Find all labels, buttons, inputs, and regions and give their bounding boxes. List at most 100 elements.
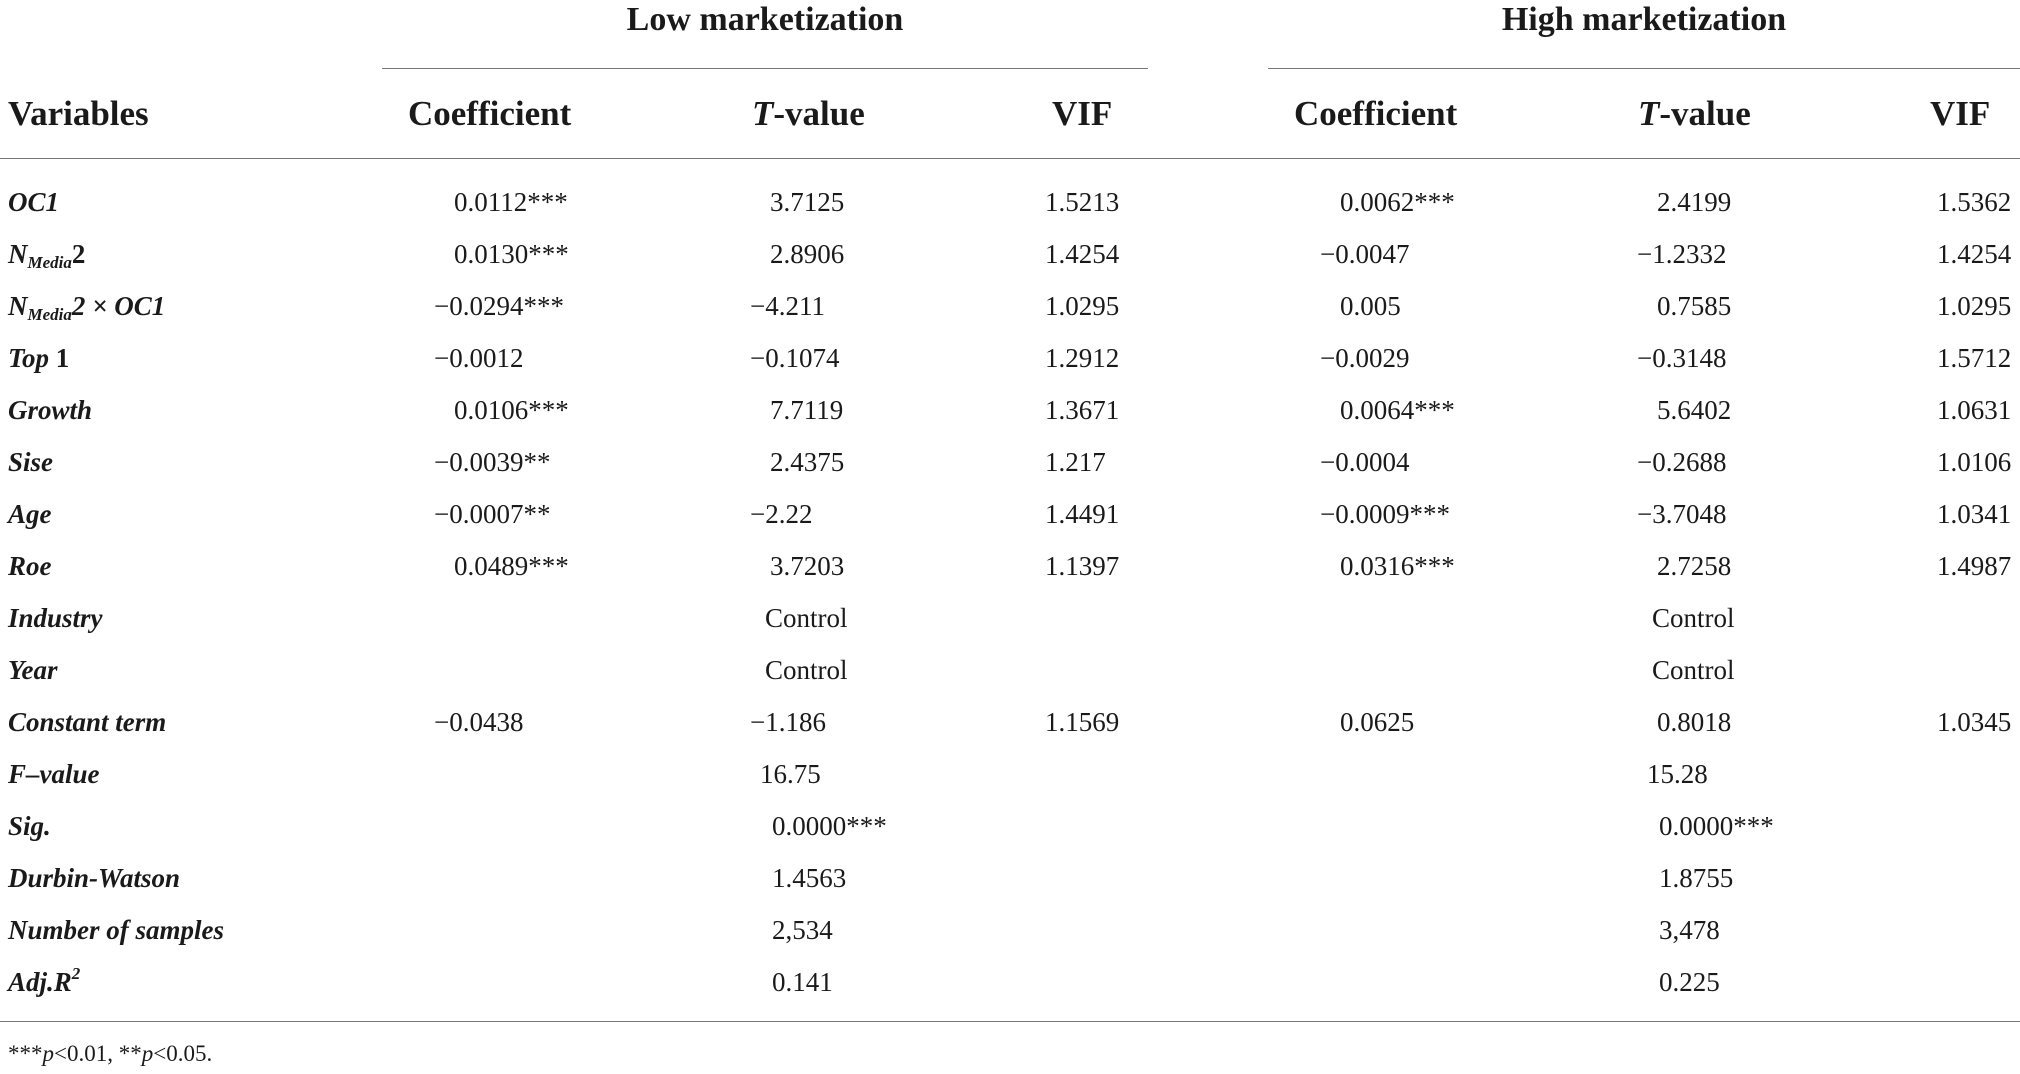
low-summary-value: 0.0000*** bbox=[772, 811, 887, 841]
footnote-stars-2: ** bbox=[118, 1041, 142, 1066]
table-row: Industry Control Control bbox=[0, 592, 2020, 644]
label-main: Adj.R bbox=[8, 967, 72, 997]
high-summary-value: 15.28 bbox=[1647, 759, 1708, 789]
high-vif: 1.0295 bbox=[1937, 291, 2012, 321]
table-row: Durbin-Watson 1.4563 1.8755 bbox=[0, 852, 2020, 904]
label-main: N bbox=[8, 291, 28, 321]
label-main: N bbox=[8, 239, 28, 269]
header-coefficient-low: Coefficient bbox=[408, 94, 572, 133]
table-row: OC1 0.0112*** 3.7125 1.5213 0.0062*** 2.… bbox=[0, 176, 2020, 228]
row-label: Sig. bbox=[8, 811, 51, 841]
low-coefficient: 0.0489*** bbox=[454, 551, 569, 581]
high-t-value: −3.7048 bbox=[1637, 499, 1727, 529]
low-vif: 1.217 bbox=[1045, 447, 1106, 477]
low-vif: 1.0295 bbox=[1045, 291, 1120, 321]
row-label: Durbin-Watson bbox=[8, 863, 181, 893]
high-vif: 1.5362 bbox=[1937, 187, 2012, 217]
header-coefficient-high: Coefficient bbox=[1294, 94, 1458, 133]
label-subscript: Media bbox=[27, 253, 72, 272]
low-t-value: −0.1074 bbox=[750, 343, 840, 373]
high-coefficient: −0.0047 bbox=[1320, 239, 1410, 269]
table-row: NMedia2 × OC1 −0.0294*** −4.211 1.0295 0… bbox=[0, 280, 2020, 332]
low-t-value: −2.22 bbox=[750, 499, 813, 529]
low-summary-value: 0.141 bbox=[772, 967, 833, 997]
header-t-suffix-high: -value bbox=[1659, 94, 1751, 133]
low-vif: 1.1397 bbox=[1045, 551, 1120, 581]
low-vif: 1.2912 bbox=[1045, 343, 1120, 373]
footnote-part-2: <0.05. bbox=[153, 1041, 213, 1066]
row-label: Constant term bbox=[8, 707, 167, 737]
low-coefficient: −0.0012 bbox=[434, 343, 524, 373]
table-row: Constant term −0.0438 −1.186 1.1569 0.06… bbox=[0, 696, 2020, 748]
high-coefficient: 0.0316*** bbox=[1340, 551, 1455, 581]
label-main: Top bbox=[8, 343, 50, 373]
table-row: Growth 0.0106*** 7.7119 1.3671 0.0064***… bbox=[0, 384, 2020, 436]
row-label: Sise bbox=[8, 447, 54, 477]
high-t-value: 2.4199 bbox=[1657, 187, 1732, 217]
table-row: Roe 0.0489*** 3.7203 1.1397 0.0316*** 2.… bbox=[0, 540, 2020, 592]
high-t-value: −1.2332 bbox=[1637, 239, 1727, 269]
high-t-value: −0.3148 bbox=[1637, 343, 1727, 373]
low-coefficient: −0.0294*** bbox=[434, 291, 564, 321]
header-t-letter-high: T bbox=[1638, 94, 1660, 133]
high-t-value: 0.8018 bbox=[1657, 707, 1732, 737]
high-t-value: 2.7258 bbox=[1657, 551, 1732, 581]
bottom-rule bbox=[0, 1021, 2020, 1022]
high-coefficient: −0.0004 bbox=[1320, 447, 1410, 477]
low-t-value: 3.7125 bbox=[770, 187, 845, 217]
label-subscript: Media bbox=[27, 305, 72, 324]
low-summary-value: Control bbox=[765, 655, 848, 685]
high-summary-value: Control bbox=[1652, 603, 1735, 633]
low-vif: 1.1569 bbox=[1045, 707, 1120, 737]
low-coefficient: 0.0130*** bbox=[454, 239, 569, 269]
table-footnote: ***p<0.01, **p<0.05. bbox=[8, 1036, 212, 1072]
low-coefficient: 0.0106*** bbox=[454, 395, 569, 425]
low-summary-value: 2,534 bbox=[772, 915, 833, 945]
footnote-stars-3: *** bbox=[8, 1041, 43, 1066]
header-t-suffix-low: -value bbox=[773, 94, 865, 133]
high-coefficient: 0.0064*** bbox=[1340, 395, 1455, 425]
low-vif: 1.3671 bbox=[1045, 395, 1120, 425]
low-t-value: −1.186 bbox=[750, 707, 826, 737]
low-vif: 1.4254 bbox=[1045, 239, 1120, 269]
header-variables: Variables bbox=[8, 94, 149, 133]
footnote-p-2: p bbox=[141, 1041, 154, 1066]
table-row: Sise −0.0039** 2.4375 1.217 −0.0004 −0.2… bbox=[0, 436, 2020, 488]
high-vif: 1.0631 bbox=[1937, 395, 2012, 425]
group-rule-high bbox=[1268, 68, 2020, 69]
low-summary-value: 16.75 bbox=[760, 759, 821, 789]
row-label: NMedia2 × OC1 bbox=[8, 280, 165, 332]
low-vif: 1.4491 bbox=[1045, 499, 1120, 529]
low-coefficient: 0.0112*** bbox=[454, 187, 568, 217]
high-coefficient: 0.0062*** bbox=[1340, 187, 1455, 217]
high-t-value: 0.7585 bbox=[1657, 291, 1732, 321]
row-label: Roe bbox=[8, 551, 52, 581]
low-vif: 1.5213 bbox=[1045, 187, 1120, 217]
low-summary-value: 1.4563 bbox=[772, 863, 847, 893]
high-vif: 1.4254 bbox=[1937, 239, 2012, 269]
high-t-value: 5.6402 bbox=[1657, 395, 1732, 425]
low-t-value: 2.8906 bbox=[770, 239, 845, 269]
group-title-high: High marketization bbox=[1501, 1, 1787, 38]
high-coefficient: 0.0625 bbox=[1340, 707, 1415, 737]
low-t-value: 7.7119 bbox=[770, 395, 844, 425]
table-row: Age −0.0007** −2.22 1.4491 −0.0009*** −3… bbox=[0, 488, 2020, 540]
group-rule-low bbox=[382, 68, 1148, 69]
table-row: Sig. 0.0000*** 0.0000*** bbox=[0, 800, 2020, 852]
group-title-low: Low marketization bbox=[626, 1, 904, 38]
header-t-letter-low: T bbox=[752, 94, 774, 133]
table-row: F–value 16.75 15.28 bbox=[0, 748, 2020, 800]
label-end: 2 bbox=[71, 239, 86, 269]
table-row: Number of samples 2,534 3,478 bbox=[0, 904, 2020, 956]
header-rule bbox=[0, 158, 2020, 159]
high-coefficient: 0.005 bbox=[1340, 291, 1401, 321]
low-summary-value: Control bbox=[765, 603, 848, 633]
footnote-p-1: p bbox=[42, 1041, 55, 1066]
low-t-value: −4.211 bbox=[750, 291, 825, 321]
header-vif-low: VIF bbox=[1052, 94, 1113, 133]
high-summary-value: 0.225 bbox=[1659, 967, 1720, 997]
header-t-value-low: T-value bbox=[752, 92, 865, 136]
high-summary-value: Control bbox=[1652, 655, 1735, 685]
row-label: Growth bbox=[8, 395, 93, 425]
high-t-value: −0.2688 bbox=[1637, 447, 1727, 477]
